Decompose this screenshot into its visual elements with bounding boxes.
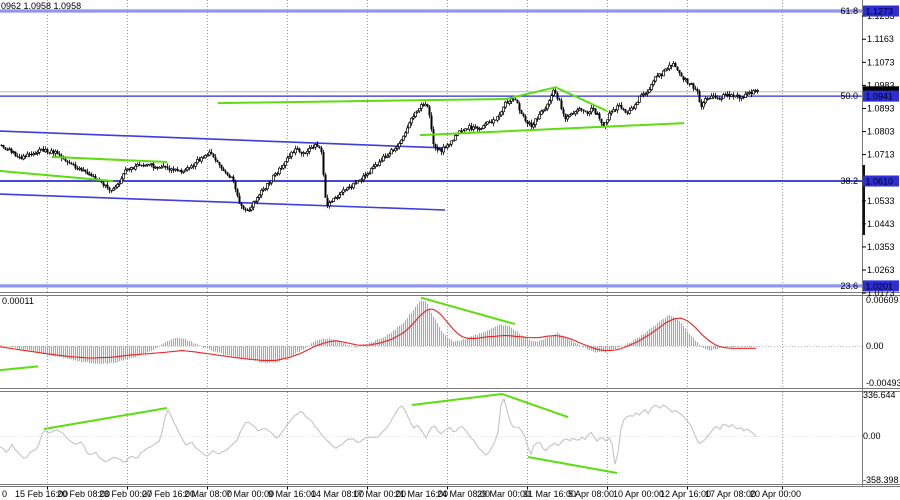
time-axis-label: 24 Mar 08:00 [437, 489, 490, 499]
time-axis-label: 10 Apr 00:00 [613, 489, 664, 499]
time-axis-label: 31 Mar 16:00 [523, 489, 576, 499]
green-trend-line [420, 296, 516, 326]
ohlc-readout: 0962 1.0958 1.0958 [1, 1, 82, 11]
macd-scale-label: 0.00 [866, 341, 884, 351]
price-scale-marker [862, 165, 865, 235]
price-tick-label: 1.1163 [867, 34, 894, 44]
svg-text:1.0610: 1.0610 [866, 177, 894, 187]
price-scale[interactable] [862, 0, 900, 486]
bull-candles [8, 63, 759, 212]
fib-level-label: 23.6 [840, 281, 858, 291]
time-axis-label: 17 Mar 00:00 [353, 489, 406, 499]
price-tick-label: 1.0443 [867, 219, 895, 229]
svg-text:1.0201: 1.0201 [866, 281, 894, 291]
fibonacci-retracement: 61.8 50.0 38.2 23.6 [0, 6, 862, 291]
macd-scale-label: 0.00609 [866, 295, 899, 305]
cci-line-group [0, 392, 757, 475]
price-tick-label: 1.0353 [867, 242, 895, 252]
price-tick-label: 1.0713 [867, 150, 895, 160]
time-axis-label: 20 Feb 08:00 [57, 489, 110, 499]
macd-value-label: 0.00011 [2, 296, 34, 306]
time-axis[interactable] [0, 487, 900, 500]
time-axis-label: 23 Feb 00:00 [99, 489, 152, 499]
fib-price-label [863, 280, 899, 292]
green-trend-line [51, 155, 168, 164]
price-tick-label: 1.0173 [867, 288, 895, 298]
green-trend-line [505, 85, 558, 100]
price-tick-label: 1.0263 [867, 265, 895, 275]
time-axis-label: 15 Feb 16:00 [15, 489, 68, 499]
green-trend-line [0, 365, 39, 372]
cci-panel[interactable] [0, 392, 862, 484]
green-trend-line [556, 87, 608, 112]
channel-upper-line [0, 130, 446, 149]
time-axis-label: 0 [2, 489, 7, 499]
macd-scale-label: -0.00493 [866, 378, 900, 388]
price-tick-label: 1.0893 [867, 103, 895, 113]
fib-price-label [863, 5, 899, 17]
time-axis-label: 20 Apr 00:00 [750, 489, 801, 499]
green-trend-line [527, 456, 618, 475]
fib-price-label [863, 90, 899, 102]
svg-text:1.1273: 1.1273 [866, 7, 894, 17]
fib-level-label: 61.8 [840, 6, 858, 16]
time-axis-label: 12 Apr 16:00 [660, 489, 711, 499]
cci-line [0, 397, 757, 465]
green-trend-line [217, 97, 507, 105]
fib-level-label: 50.0 [840, 91, 858, 101]
time-axis-label: 5 Apr 08:00 [568, 489, 614, 499]
time-axis-label: 9 Mar 16:00 [268, 489, 316, 499]
price-tick-label: 1.1073 [867, 57, 895, 67]
green-trend-line [501, 393, 569, 418]
cci-scale-label: 0.00 [863, 431, 881, 441]
green-trend-line [0, 170, 114, 183]
time-axis-label: 14 Mar 08:00 [311, 489, 364, 499]
time-axis-label: 17 Apr 08:00 [705, 489, 756, 499]
price-trend-lines [0, 85, 685, 183]
price-tick-label: 1.0983 [867, 80, 895, 90]
time-axis-label: 29 Mar 00:00 [477, 489, 530, 499]
cci-scale-label: 336.644 [863, 390, 896, 400]
macd-signal-line [0, 308, 756, 361]
green-trend-line [43, 407, 168, 431]
fib-price-label [863, 175, 899, 187]
green-trend-line [419, 122, 685, 137]
candlesticks [0, 61, 759, 213]
cci-scale-label: -358.398 [863, 475, 899, 485]
panel-separators [0, 292, 900, 487]
descending-channel [0, 130, 446, 211]
time-axis-label: 27 Feb 16:00 [142, 489, 195, 499]
macd-histogram [0, 296, 759, 372]
macd-panel[interactable] [0, 296, 862, 388]
time-axis-label: 21 Mar 16:00 [395, 489, 448, 499]
channel-lower-line [0, 193, 446, 211]
fib-level-label: 38.2 [840, 176, 858, 186]
price-tick-label: 1.0533 [867, 196, 895, 206]
main-chart-panel[interactable] [0, 0, 862, 292]
time-axis-label: 2 Mar 08:00 [184, 489, 232, 499]
svg-text:1.0941: 1.0941 [866, 92, 894, 102]
time-axis-label: 7 Mar 00:00 [226, 489, 274, 499]
green-trend-line [411, 392, 503, 406]
price-tick-label: 1.0803 [867, 127, 895, 137]
price-scale-group: 1.12531.11631.10731.09831.08931.08031.07… [862, 0, 900, 486]
